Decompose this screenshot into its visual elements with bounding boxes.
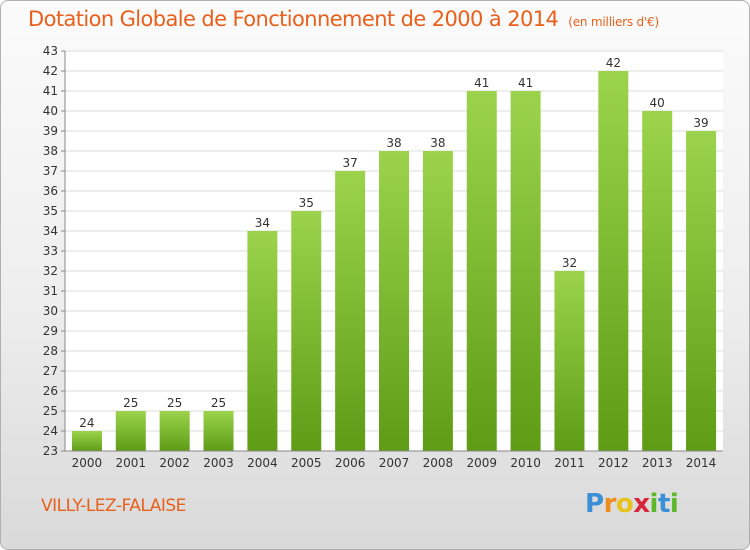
title-row: Dotation Globale de Fonctionnement de 20…: [28, 7, 659, 31]
data-label: 34: [255, 216, 270, 230]
y-tick-label: 41: [43, 84, 58, 98]
data-label: 38: [430, 136, 445, 150]
chart-subtitle: (en milliers d'€): [568, 15, 659, 29]
x-tick-label: 2007: [379, 456, 410, 470]
data-label: 25: [167, 396, 182, 410]
bar-2000: [71, 431, 102, 451]
y-tick-label: 23: [43, 444, 58, 458]
x-tick-label: 2009: [466, 456, 497, 470]
data-label: 42: [606, 56, 621, 70]
data-label: 41: [518, 76, 533, 90]
x-tick-label: 2014: [686, 456, 717, 470]
bar-2010: [510, 91, 541, 451]
logo-letter: i: [649, 489, 659, 519]
logo-letter: P: [585, 489, 604, 519]
x-tick-label: 2004: [247, 456, 278, 470]
y-tick-label: 43: [43, 44, 58, 58]
logo-letter: o: [615, 489, 634, 519]
y-tick-label: 38: [43, 144, 58, 158]
data-label: 39: [693, 116, 708, 130]
x-tick-label: 2001: [116, 456, 147, 470]
x-tick-label: 2013: [642, 456, 673, 470]
y-tick-label: 36: [43, 184, 58, 198]
x-tick-label: 2011: [554, 456, 585, 470]
x-tick-label: 2002: [159, 456, 190, 470]
x-tick-label: 2010: [510, 456, 541, 470]
y-tick-label: 33: [43, 244, 58, 258]
y-tick-label: 39: [43, 124, 58, 138]
data-label: 25: [211, 396, 226, 410]
logo-letter: t: [657, 489, 670, 519]
bar-2007: [379, 151, 409, 451]
x-tick-label: 2005: [291, 456, 322, 470]
bar-2006: [335, 171, 366, 451]
bar-2001: [115, 411, 146, 451]
data-label: 24: [79, 416, 94, 430]
y-tick-label: 26: [43, 384, 58, 398]
logo-letter: x: [633, 489, 650, 519]
bar-2008: [422, 151, 453, 451]
y-tick-label: 37: [43, 164, 58, 178]
bar-2012: [598, 71, 629, 451]
x-tick-label: 2003: [203, 456, 234, 470]
proxiti-logo: Proxiti: [585, 489, 679, 519]
y-tick-label: 24: [43, 424, 58, 438]
x-tick-label: 2000: [72, 456, 103, 470]
bar-2002: [159, 411, 190, 451]
y-tick-label: 35: [43, 204, 58, 218]
bar-2014: [686, 131, 717, 451]
data-label: 37: [342, 156, 357, 170]
logo-letter: i: [669, 489, 679, 519]
y-tick-label: 30: [43, 304, 58, 318]
bar-2009: [466, 91, 497, 451]
bar-2004: [247, 231, 278, 451]
data-label: 41: [474, 76, 489, 90]
data-label: 40: [650, 96, 665, 110]
y-tick-label: 40: [43, 104, 58, 118]
data-label: 35: [299, 196, 314, 210]
y-tick-label: 27: [43, 364, 58, 378]
y-tick-label: 42: [43, 64, 58, 78]
x-tick-label: 2008: [423, 456, 454, 470]
data-label: 38: [386, 136, 401, 150]
y-tick-label: 29: [43, 324, 58, 338]
bar-2003: [203, 411, 234, 451]
data-label: 32: [562, 256, 577, 270]
chart-title: Dotation Globale de Fonctionnement de 20…: [28, 7, 559, 31]
bar-2005: [291, 211, 322, 451]
data-label: 25: [123, 396, 138, 410]
y-tick-label: 31: [43, 284, 58, 298]
x-tick-label: 2012: [598, 456, 629, 470]
logo-letter: r: [603, 489, 617, 519]
bar-2013: [642, 111, 673, 451]
y-tick-label: 28: [43, 344, 58, 358]
y-tick-label: 32: [43, 264, 58, 278]
x-tick-label: 2006: [335, 456, 366, 470]
y-tick-label: 25: [43, 404, 58, 418]
bar-2011: [554, 271, 585, 451]
commune-name: VILLY-LEZ-FALAISE: [41, 496, 186, 516]
y-tick-label: 34: [43, 224, 58, 238]
